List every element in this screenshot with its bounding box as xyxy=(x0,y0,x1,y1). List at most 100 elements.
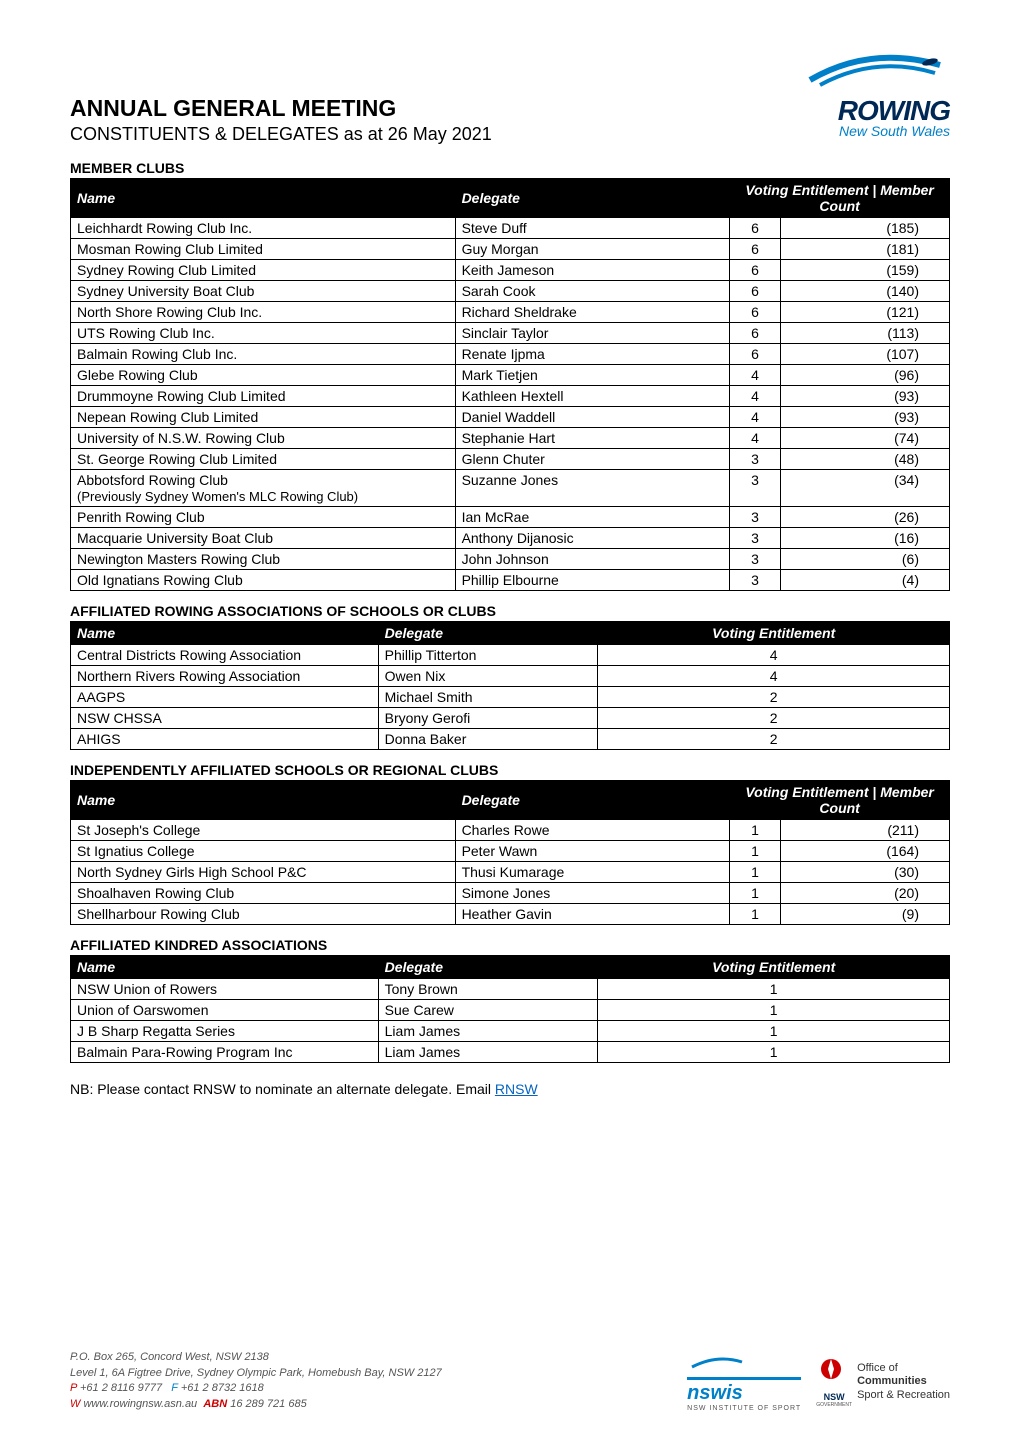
cell-delegate: Peter Wawn xyxy=(455,841,730,862)
cell-name: Balmain Para-Rowing Program Inc xyxy=(71,1042,379,1063)
table-row: Nepean Rowing Club LimitedDaniel Waddell… xyxy=(71,407,950,428)
cell-name: AAGPS xyxy=(71,687,379,708)
cell-count: (140) xyxy=(780,281,949,302)
cell-delegate: John Johnson xyxy=(455,549,730,570)
cell-voting: 4 xyxy=(598,666,950,687)
cell-voting: 3 xyxy=(730,507,780,528)
col-name: Name xyxy=(71,781,456,820)
cell-name: St Ignatius College xyxy=(71,841,456,862)
cell-count: (113) xyxy=(780,323,949,344)
cell-delegate: Michael Smith xyxy=(378,687,598,708)
cell-voting: 1 xyxy=(730,841,780,862)
cell-voting: 1 xyxy=(730,904,780,925)
table-header-row: Name Delegate Voting Entitlement | Membe… xyxy=(71,781,950,820)
affiliated-associations-table: Name Delegate Voting Entitlement Central… xyxy=(70,621,950,750)
table-row: Sydney Rowing Club LimitedKeith Jameson6… xyxy=(71,260,950,281)
cell-count: (93) xyxy=(780,407,949,428)
cell-count: (121) xyxy=(780,302,949,323)
cell-count: (9) xyxy=(780,904,949,925)
table-row: Old Ignatians Rowing ClubPhillip Elbourn… xyxy=(71,570,950,591)
cell-voting: 4 xyxy=(730,428,780,449)
subtitle: CONSTITUENTS & DELEGATES as at 26 May 20… xyxy=(70,124,492,145)
table-header-row: Name Delegate Voting Entitlement | Membe… xyxy=(71,179,950,218)
footer-pobox: P.O. Box 265, Concord West, NSW 2138 xyxy=(70,1350,442,1365)
cell-delegate: Phillip Elbourne xyxy=(455,570,730,591)
note-text: NB: Please contact RNSW to nominate an a… xyxy=(70,1081,495,1097)
nswis-swoosh-icon xyxy=(687,1352,747,1372)
footer-web-abn: W www.rowingnsw.asn.au ABN 16 289 721 68… xyxy=(70,1397,442,1412)
nsw-waratah-icon: NSW GOVERNMENT xyxy=(816,1357,852,1408)
cell-count: (6) xyxy=(780,549,949,570)
table-row: Drummoyne Rowing Club LimitedKathleen He… xyxy=(71,386,950,407)
table-row: Union of OarswomenSue Carew1 xyxy=(71,1000,950,1021)
col-voting: Voting Entitlement xyxy=(598,956,950,979)
table-row: Abbotsford Rowing Club(Previously Sydney… xyxy=(71,470,950,507)
col-name: Name xyxy=(71,622,379,645)
cell-voting: 1 xyxy=(598,979,950,1000)
cell-name: Penrith Rowing Club xyxy=(71,507,456,528)
cell-delegate: Guy Morgan xyxy=(455,239,730,260)
footer-contact: P.O. Box 265, Concord West, NSW 2138 Lev… xyxy=(70,1350,442,1412)
kindred-associations-table: Name Delegate Voting Entitlement NSW Uni… xyxy=(70,955,950,1063)
cell-count: (96) xyxy=(780,365,949,386)
cell-delegate: Mark Tietjen xyxy=(455,365,730,386)
cell-voting: 4 xyxy=(598,645,950,666)
col-name: Name xyxy=(71,956,379,979)
cell-count: (34) xyxy=(780,470,949,507)
cell-voting: 3 xyxy=(730,549,780,570)
cell-delegate: Simone Jones xyxy=(455,883,730,904)
cell-voting: 2 xyxy=(598,729,950,750)
contact-note: NB: Please contact RNSW to nominate an a… xyxy=(70,1081,950,1097)
cell-count: (93) xyxy=(780,386,949,407)
cell-voting: 1 xyxy=(730,862,780,883)
table-row: AAGPSMichael Smith2 xyxy=(71,687,950,708)
cell-delegate: Tony Brown xyxy=(378,979,598,1000)
cell-delegate: Sue Carew xyxy=(378,1000,598,1021)
cell-voting: 3 xyxy=(730,449,780,470)
table-header-row: Name Delegate Voting Entitlement xyxy=(71,622,950,645)
cell-voting: 6 xyxy=(730,218,780,239)
logo-sub-text: New South Wales xyxy=(790,123,950,139)
affiliated-associations-title: AFFILIATED ROWING ASSOCIATIONS OF SCHOOL… xyxy=(70,603,950,619)
table-row: Sydney University Boat ClubSarah Cook6(1… xyxy=(71,281,950,302)
cell-count: (16) xyxy=(780,528,949,549)
cell-name: Nepean Rowing Club Limited xyxy=(71,407,456,428)
cell-delegate: Sarah Cook xyxy=(455,281,730,302)
cell-name: St. George Rowing Club Limited xyxy=(71,449,456,470)
cell-name: St Joseph's College xyxy=(71,820,456,841)
cell-voting: 1 xyxy=(598,1000,950,1021)
cell-voting: 4 xyxy=(730,365,780,386)
cell-name: Old Ignatians Rowing Club xyxy=(71,570,456,591)
table-row: Shellharbour Rowing ClubHeather Gavin1(9… xyxy=(71,904,950,925)
cell-count: (159) xyxy=(780,260,949,281)
table-row: Balmain Para-Rowing Program IncLiam Jame… xyxy=(71,1042,950,1063)
table-row: North Sydney Girls High School P&CThusi … xyxy=(71,862,950,883)
table-row: AHIGSDonna Baker2 xyxy=(71,729,950,750)
member-clubs-table: Name Delegate Voting Entitlement | Membe… xyxy=(70,178,950,591)
table-row: Penrith Rowing ClubIan McRae3(26) xyxy=(71,507,950,528)
cell-name: Shellharbour Rowing Club xyxy=(71,904,456,925)
nsw-gov-logo: NSW GOVERNMENT Office of Communities Spo… xyxy=(816,1357,950,1408)
cell-voting: 6 xyxy=(730,260,780,281)
cell-count: (211) xyxy=(780,820,949,841)
cell-name: Leichhardt Rowing Club Inc. xyxy=(71,218,456,239)
cell-name: Balmain Rowing Club Inc. xyxy=(71,344,456,365)
rnsw-email-link[interactable]: RNSW xyxy=(495,1081,538,1097)
cell-count: (4) xyxy=(780,570,949,591)
cell-voting: 6 xyxy=(730,302,780,323)
cell-delegate: Keith Jameson xyxy=(455,260,730,281)
footer-phone-fax: P +61 2 8116 9777 F +61 2 8732 1618 xyxy=(70,1381,442,1396)
table-row: North Shore Rowing Club Inc.Richard Shel… xyxy=(71,302,950,323)
cell-name: Sydney Rowing Club Limited xyxy=(71,260,456,281)
cell-name: Glebe Rowing Club xyxy=(71,365,456,386)
col-delegate: Delegate xyxy=(378,622,598,645)
col-voting: Voting Entitlement xyxy=(598,622,950,645)
col-voting-count: Voting Entitlement | Member Count xyxy=(730,179,950,218)
cell-name: Macquarie University Boat Club xyxy=(71,528,456,549)
cell-voting: 6 xyxy=(730,344,780,365)
cell-name: Newington Masters Rowing Club xyxy=(71,549,456,570)
cell-delegate: Steve Duff xyxy=(455,218,730,239)
header-titles: ANNUAL GENERAL MEETING CONSTITUENTS & DE… xyxy=(70,40,492,145)
member-clubs-title: MEMBER CLUBS xyxy=(70,160,950,176)
cell-delegate: Daniel Waddell xyxy=(455,407,730,428)
